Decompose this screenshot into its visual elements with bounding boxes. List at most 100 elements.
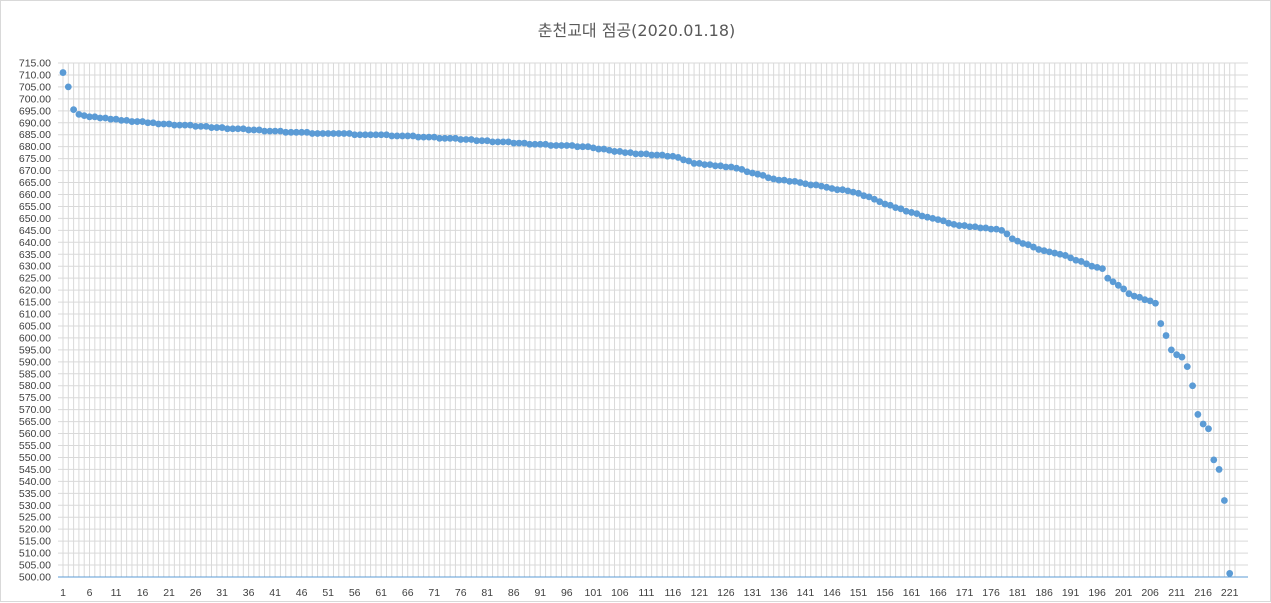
data-point xyxy=(849,188,857,196)
y-tick-label: 535.00 xyxy=(19,488,51,500)
data-point xyxy=(791,177,799,185)
data-point xyxy=(446,134,454,142)
data-point xyxy=(632,150,640,158)
data-point xyxy=(998,226,1006,234)
x-tick-labels: 1 6 11 16 21 26 31 36 41 46 51 56 61 66 71 76 81 86 91 96 10… xyxy=(60,587,1239,599)
y-tick-label: 680.00 xyxy=(19,141,51,153)
data-point xyxy=(64,83,72,91)
x-tick-label: 21 xyxy=(163,587,175,599)
data-point xyxy=(1035,246,1043,253)
data-point xyxy=(1104,274,1112,282)
y-tick-label: 515.00 xyxy=(19,536,51,548)
data-point xyxy=(298,128,306,136)
data-point xyxy=(494,138,502,146)
data-point xyxy=(489,138,496,146)
data-point xyxy=(526,140,534,148)
x-tick-label: 171 xyxy=(956,587,974,599)
data-point xyxy=(372,131,380,139)
y-tick-label: 545.00 xyxy=(19,464,51,476)
data-point xyxy=(1120,285,1128,293)
data-point xyxy=(287,128,295,136)
data-point xyxy=(727,163,735,171)
data-point xyxy=(743,168,751,176)
x-tick-label: 161 xyxy=(903,587,921,599)
data-point xyxy=(1109,278,1117,286)
data-point xyxy=(223,125,231,133)
y-tick-label: 580.00 xyxy=(19,380,51,392)
y-tick-label: 555.00 xyxy=(19,440,51,452)
data-point xyxy=(780,176,788,184)
data-point xyxy=(971,223,979,231)
data-point xyxy=(186,121,194,129)
data-point xyxy=(330,130,337,137)
data-point xyxy=(669,152,677,160)
y-tick-label: 595.00 xyxy=(19,344,51,356)
y-tick-label: 585.00 xyxy=(19,368,51,380)
data-point xyxy=(462,136,470,143)
y-tick-label: 510.00 xyxy=(19,548,51,560)
data-point xyxy=(823,183,831,191)
data-point xyxy=(600,145,608,153)
x-tick-label: 101 xyxy=(585,587,603,599)
x-tick-label: 201 xyxy=(1115,587,1133,599)
data-point xyxy=(945,219,953,227)
data-point xyxy=(234,125,242,133)
data-point xyxy=(982,224,990,232)
data-point xyxy=(664,152,671,160)
data-point xyxy=(1194,411,1202,418)
x-tick-label: 81 xyxy=(481,587,493,599)
x-tick-label: 96 xyxy=(561,587,573,599)
data-point xyxy=(345,130,353,137)
y-tick-label: 685.00 xyxy=(19,129,51,141)
y-tick-label: 590.00 xyxy=(19,356,51,368)
y-tick-label: 500.00 xyxy=(19,572,51,584)
data-point xyxy=(918,212,926,220)
data-point xyxy=(701,161,709,169)
data-point xyxy=(117,116,125,124)
data-point xyxy=(908,209,915,216)
x-tick-label: 126 xyxy=(717,587,735,599)
data-point xyxy=(1093,264,1101,271)
data-point xyxy=(844,187,852,195)
data-point xyxy=(303,128,311,136)
data-point xyxy=(1045,248,1053,256)
x-tick-label: 116 xyxy=(664,587,681,599)
data-point xyxy=(531,140,539,148)
data-point xyxy=(1030,243,1037,251)
y-tick-label: 550.00 xyxy=(19,452,51,464)
data-point xyxy=(457,136,465,143)
data-point xyxy=(404,132,412,140)
data-point xyxy=(255,126,263,134)
data-point xyxy=(271,127,279,135)
x-tick-label: 181 xyxy=(1009,587,1027,599)
data-point xyxy=(685,157,693,165)
data-point xyxy=(706,161,714,169)
data-point xyxy=(229,125,237,133)
data-point xyxy=(361,131,369,139)
x-tick-label: 221 xyxy=(1221,587,1239,599)
y-tick-label: 675.00 xyxy=(19,153,51,165)
data-point xyxy=(80,112,88,119)
data-point xyxy=(817,182,825,190)
data-point xyxy=(102,114,109,122)
data-point xyxy=(515,139,523,147)
x-tick-label: 56 xyxy=(349,587,361,599)
y-tick-label: 715.00 xyxy=(19,58,51,70)
x-tick-label: 141 xyxy=(797,587,815,599)
data-point xyxy=(218,124,226,131)
data-point xyxy=(128,118,136,125)
data-point xyxy=(1199,420,1207,428)
data-point xyxy=(340,130,348,137)
x-tick-label: 186 xyxy=(1035,587,1053,599)
data-point xyxy=(611,148,618,155)
data-point xyxy=(436,134,443,142)
data-point xyxy=(324,130,332,137)
data-point xyxy=(637,150,645,158)
data-point xyxy=(393,132,401,140)
data-point xyxy=(1162,332,1170,339)
data-point xyxy=(420,133,428,141)
data-point xyxy=(833,186,841,194)
data-point xyxy=(245,126,253,134)
data-point xyxy=(430,133,438,141)
